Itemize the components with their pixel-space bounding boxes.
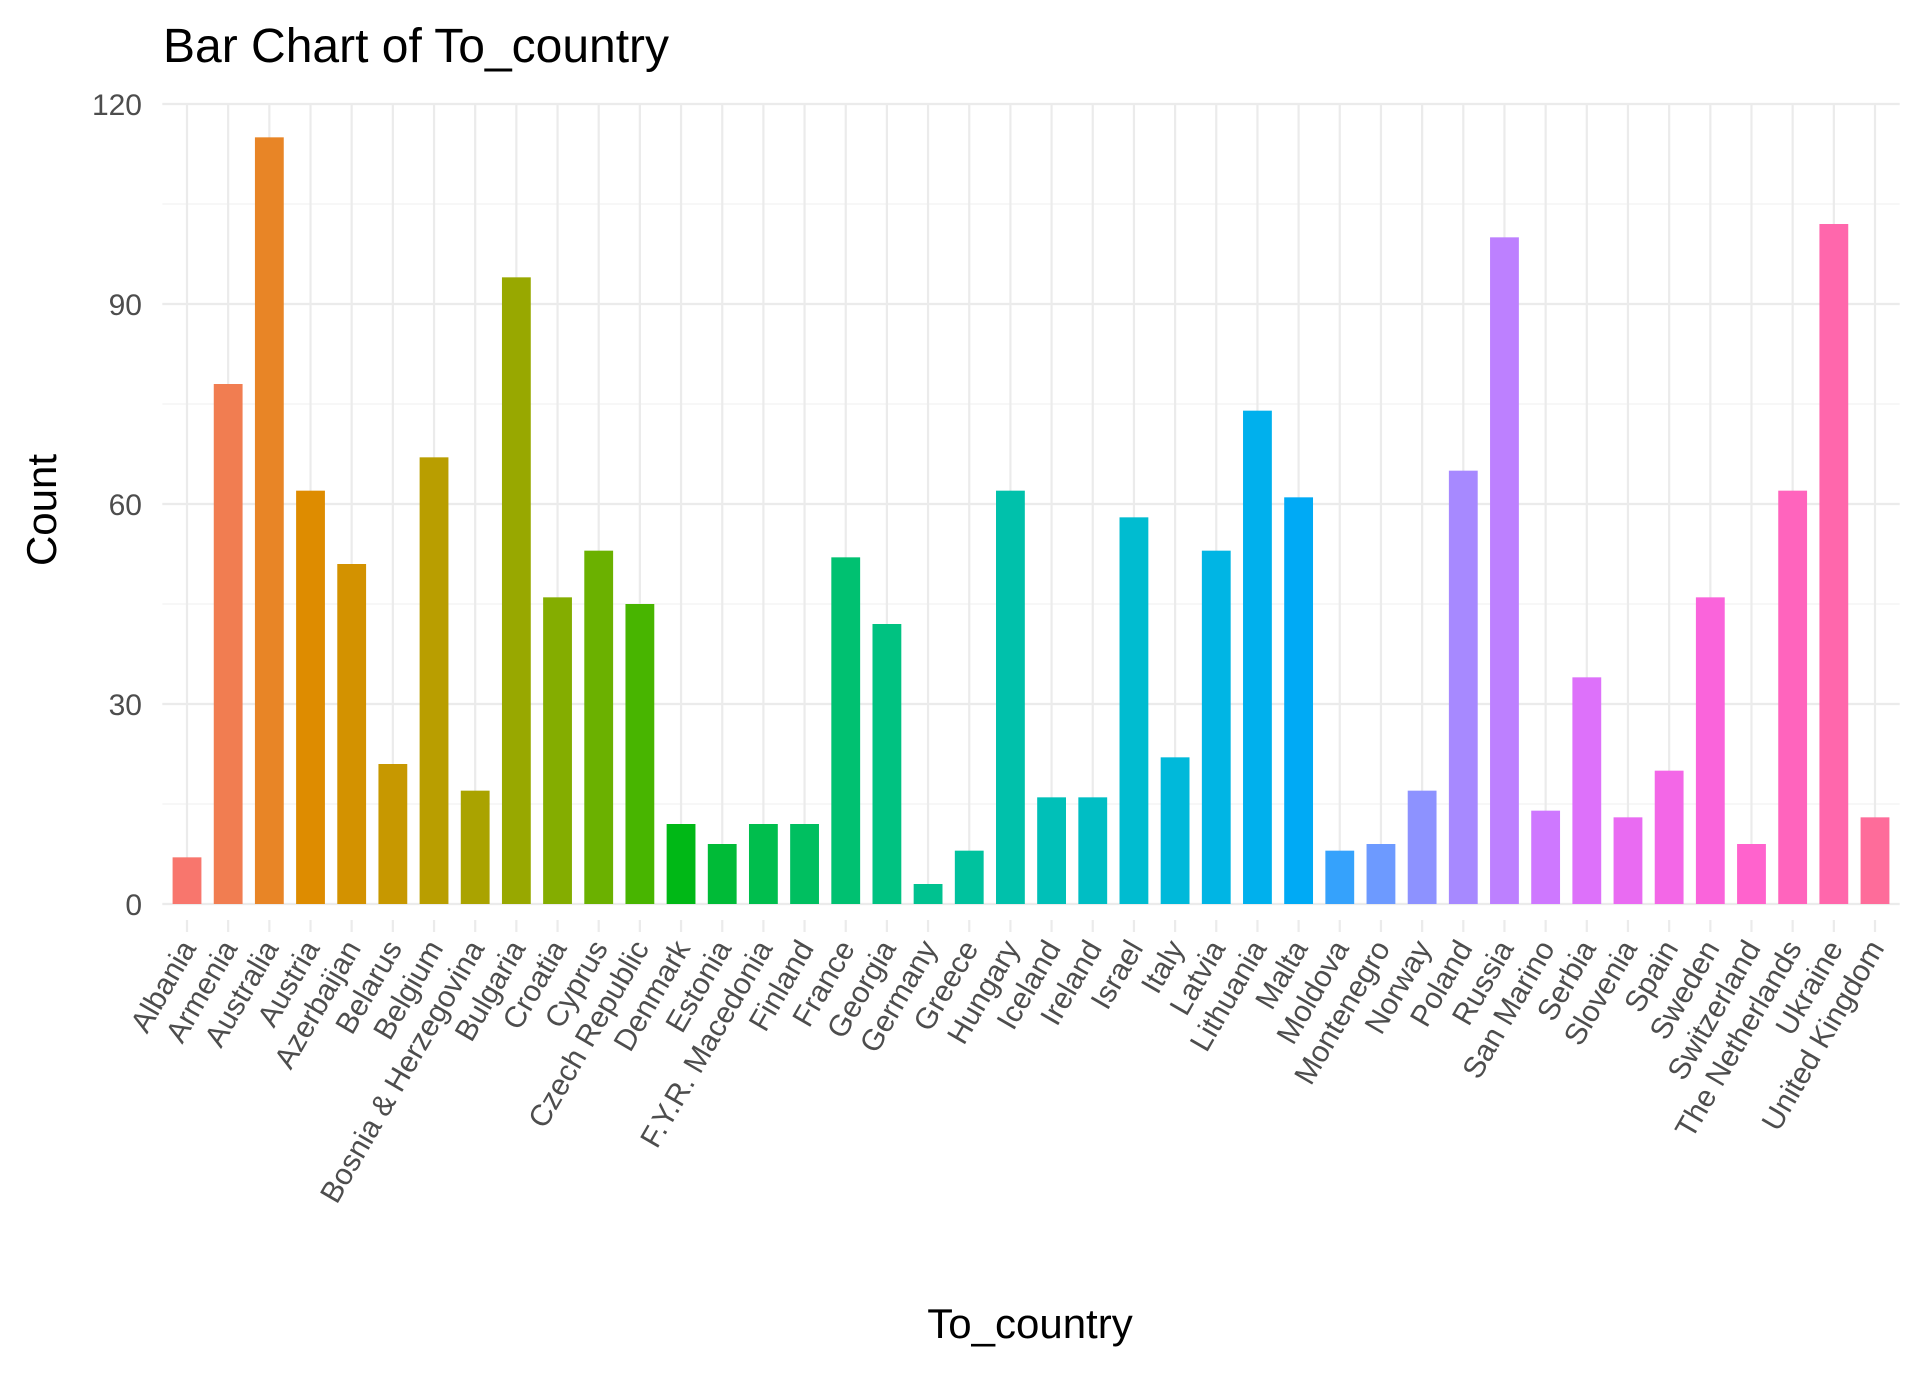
y-axis: 0 30 60 90 120 <box>92 89 142 922</box>
y-tick-label: 30 <box>109 689 142 722</box>
bar-f-y-r-macedonia <box>748 824 778 904</box>
bar-montenegro <box>1366 844 1396 904</box>
bar-australia <box>254 137 284 905</box>
x-axis-title: To_country <box>927 1300 1132 1347</box>
bar-ireland <box>1078 797 1108 904</box>
bar-iceland <box>1037 797 1066 904</box>
bar-belarus <box>378 764 408 904</box>
bar-azerbaijan <box>337 564 367 904</box>
bar-finland <box>790 824 819 904</box>
y-axis-title: Count <box>18 454 65 566</box>
bar-israel <box>1119 517 1149 904</box>
y-tick-label: 0 <box>125 889 142 922</box>
bar-cyprus <box>584 550 614 904</box>
bar-lithuania <box>1243 410 1272 904</box>
chart-title: Bar Chart of To_country <box>163 20 669 73</box>
bar-france <box>831 557 861 904</box>
bar-bulgaria <box>501 277 531 904</box>
bar-united-kingdom <box>1860 817 1890 904</box>
bar-greece <box>954 850 984 904</box>
bar-denmark <box>666 824 696 904</box>
bar-russia <box>1490 237 1519 905</box>
bar-poland <box>1448 470 1478 904</box>
bar-albania <box>172 857 202 904</box>
bar-croatia <box>543 597 572 904</box>
bar-slovenia <box>1613 817 1643 904</box>
bar-moldova <box>1325 850 1355 904</box>
bar-austria <box>296 490 325 904</box>
bar-switzerland <box>1737 844 1766 904</box>
bar-belgium <box>419 457 449 904</box>
bar-the-netherlands <box>1778 490 1808 904</box>
bar-germany <box>913 884 943 904</box>
bar-hungary <box>996 490 1025 904</box>
bar-ukraine <box>1819 224 1849 904</box>
bar-estonia <box>707 844 737 904</box>
bar-georgia <box>872 624 902 904</box>
bar-spain <box>1654 770 1684 904</box>
bar-san-marino <box>1531 810 1561 904</box>
bar-latvia <box>1201 550 1231 904</box>
x-axis: AlbaniaArmeniaAustraliaAustriaAzerbaijan… <box>124 920 1891 1209</box>
bar-norway <box>1407 790 1437 904</box>
bar-italy <box>1160 757 1190 904</box>
bar-bosnia-herzegovina <box>460 790 490 904</box>
bar-armenia <box>213 384 243 904</box>
bar-serbia <box>1572 677 1602 904</box>
y-tick-label: 60 <box>109 489 142 522</box>
y-tick-label: 120 <box>92 89 142 122</box>
bar-malta <box>1284 497 1314 904</box>
bar-sweden <box>1695 597 1725 904</box>
y-tick-label: 90 <box>109 289 142 322</box>
bars <box>172 137 1890 905</box>
bar-czech-republic <box>625 604 655 904</box>
